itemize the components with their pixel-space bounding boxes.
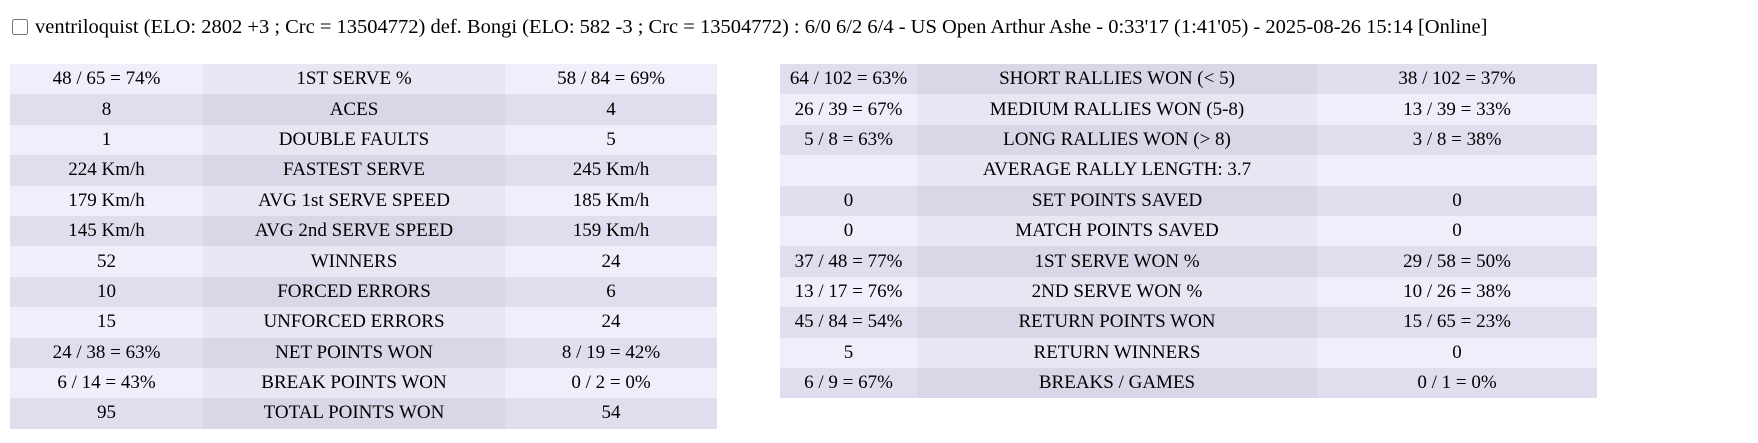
player2-value-cell: 15 / 65 = 23% [1317,307,1597,338]
player2-value-cell: 0 / 2 = 0% [505,367,717,399]
player1-value-cell: 1 [10,124,203,156]
player2-value-cell: 185 Km/h [505,185,717,216]
table-row: 224 Km/h FASTEST SERVE 245 Km/h [10,155,717,186]
player1-value-cell: 64 / 102 = 63% [780,64,917,95]
stat-label-cell: LONG RALLIES WON (> 8) [917,124,1317,156]
player1-value-cell: 10 [10,276,203,308]
table-row: 26 / 39 = 67% MEDIUM RALLIES WON (5-8) 13 … [780,94,1597,125]
player1-value-cell: 13 / 17 = 76% [780,276,917,308]
player1-value-cell: 0 [780,215,917,247]
table-row: 10 FORCED ERRORS 6 [10,276,717,308]
table-row: 5 / 8 = 63% LONG RALLIES WON (> 8) 3 / 8 =… [780,124,1597,156]
player1-value-cell: 26 / 39 = 67% [780,94,917,125]
stat-label-cell: AVG 1st SERVE SPEED [203,185,505,216]
match-select-checkbox[interactable] [12,19,28,35]
player1-value-cell: 45 / 84 = 54% [780,307,917,338]
table-row: 45 / 84 = 54% RETURN POINTS WON 15 / 65 = … [780,307,1597,338]
player2-value-cell: 58 / 84 = 69% [505,64,717,95]
table-row: 145 Km/h AVG 2nd SERVE SPEED 159 Km/h [10,215,717,247]
table-row: 179 Km/h AVG 1st SERVE SPEED 185 Km/h [10,185,717,216]
player2-value-cell: 159 Km/h [505,215,717,247]
player1-value-cell: 15 [10,307,203,338]
stat-label-cell: FASTEST SERVE [203,155,505,186]
table-row: 8 ACES 4 [10,94,717,125]
player2-value-cell: 24 [505,307,717,338]
table-row: 48 / 65 = 74% 1ST SERVE % 58 / 84 = 69% [10,64,717,95]
player1-value-cell: 6 / 14 = 43% [10,367,203,399]
player2-value-cell: 0 [1317,337,1597,368]
stat-label-cell: 1ST SERVE WON % [917,246,1317,277]
player1-value-cell: 5 / 8 = 63% [780,124,917,156]
player2-value-cell: 24 [505,246,717,277]
table-row: 24 / 38 = 63% NET POINTS WON 8 / 19 = 42% [10,337,717,368]
player1-value-cell: 224 Km/h [10,155,203,186]
stat-label-cell: SHORT RALLIES WON (< 5) [917,64,1317,95]
stat-label-cell: FORCED ERRORS [203,276,505,308]
table-row: 64 / 102 = 63% SHORT RALLIES WON (< 5) 38 … [780,64,1597,95]
player1-value-cell: 24 / 38 = 63% [10,337,203,368]
table-row: AVERAGE RALLY LENGTH: 3.7 [780,155,1597,186]
player2-value-cell: 29 / 58 = 50% [1317,246,1597,277]
player2-value-cell: 0 / 1 = 0% [1317,367,1597,399]
table-row: 6 / 9 = 67% BREAKS / GAMES 0 / 1 = 0% [780,367,1597,399]
stat-label-cell: SET POINTS SAVED [917,185,1317,216]
player1-value-cell: 145 Km/h [10,215,203,247]
player2-value-cell: 8 / 19 = 42% [505,337,717,368]
match-result-header: ventriloquist (ELO: 2802 +3 ; Crc = 1350… [12,14,1487,40]
player2-value-cell: 4 [505,94,717,125]
stat-label-cell: ACES [203,94,505,125]
stat-label-cell: WINNERS [203,246,505,277]
stat-label-cell: DOUBLE FAULTS [203,124,505,156]
table-row: 52 WINNERS 24 [10,246,717,277]
player2-value-cell: 5 [505,124,717,156]
player1-value-cell: 179 Km/h [10,185,203,216]
player1-value-cell: 5 [780,337,917,368]
table-row: 37 / 48 = 77% 1ST SERVE WON % 29 / 58 = 50… [780,246,1597,277]
player2-value-cell: 6 [505,276,717,308]
table-row: 95 TOTAL POINTS WON 54 [10,398,717,429]
player2-value-cell: 245 Km/h [505,155,717,186]
player1-value-cell: 52 [10,246,203,277]
stat-label-cell: MATCH POINTS SAVED [917,215,1317,247]
player1-value-cell: 95 [10,398,203,429]
rallies-and-returns-stats-table: 64 / 102 = 63% SHORT RALLIES WON (< 5) 38 … [780,64,1597,399]
player1-value-cell: 8 [10,94,203,125]
player2-value-cell: 13 / 39 = 33% [1317,94,1597,125]
player2-value-cell: 0 [1317,215,1597,247]
table-row: 0 MATCH POINTS SAVED 0 [780,215,1597,247]
player1-value-cell [780,155,917,186]
stat-label-cell: BREAKS / GAMES [917,367,1317,399]
player2-value-cell: 3 / 8 = 38% [1317,124,1597,156]
player2-value-cell: 10 / 26 = 38% [1317,276,1597,308]
stat-label-cell: MEDIUM RALLIES WON (5-8) [917,94,1317,125]
stat-label-cell: RETURN WINNERS [917,337,1317,368]
stat-label-cell: UNFORCED ERRORS [203,307,505,338]
stat-label-cell: BREAK POINTS WON [203,367,505,399]
table-row: 1 DOUBLE FAULTS 5 [10,124,717,156]
stat-label-cell: AVERAGE RALLY LENGTH: 3.7 [917,155,1317,186]
player1-value-cell: 37 / 48 = 77% [780,246,917,277]
player2-value-cell: 54 [505,398,717,429]
stat-label-cell: AVG 2nd SERVE SPEED [203,215,505,247]
player2-value-cell [1317,155,1597,186]
stat-label-cell: TOTAL POINTS WON [203,398,505,429]
player1-value-cell: 0 [780,185,917,216]
stat-label-cell: NET POINTS WON [203,337,505,368]
player2-value-cell: 38 / 102 = 37% [1317,64,1597,95]
stat-label-cell: RETURN POINTS WON [917,307,1317,338]
table-row: 5 RETURN WINNERS 0 [780,337,1597,368]
stat-label-cell: 2ND SERVE WON % [917,276,1317,308]
table-row: 0 SET POINTS SAVED 0 [780,185,1597,216]
player1-value-cell: 48 / 65 = 74% [10,64,203,95]
player1-value-cell: 6 / 9 = 67% [780,367,917,399]
serve-and-points-stats-table: 48 / 65 = 74% 1ST SERVE % 58 / 84 = 69% 8 AC… [10,64,717,429]
table-row: 6 / 14 = 43% BREAK POINTS WON 0 / 2 = 0% [10,367,717,399]
player2-value-cell: 0 [1317,185,1597,216]
table-row: 15 UNFORCED ERRORS 24 [10,307,717,338]
match-summary-text: ventriloquist (ELO: 2802 +3 ; Crc = 1350… [35,16,1488,38]
stat-label-cell: 1ST SERVE % [203,64,505,95]
table-row: 13 / 17 = 76% 2ND SERVE WON % 10 / 26 = 38… [780,276,1597,308]
